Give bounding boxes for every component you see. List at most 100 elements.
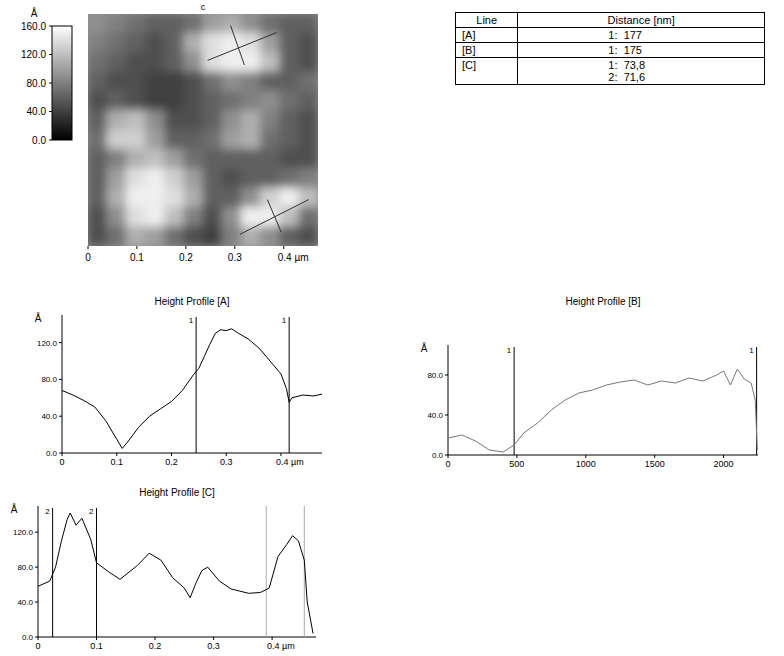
panel-title: Height Profile [C] [139, 487, 215, 498]
cell [183, 52, 203, 72]
cell [298, 149, 318, 169]
column-head: Distance [nm] [518, 13, 765, 28]
tick [49, 54, 52, 55]
cell [145, 188, 165, 208]
cell [241, 91, 261, 111]
tick-label: 0.3 [220, 457, 233, 467]
tick-label: 0.3 [207, 641, 220, 651]
cell [260, 72, 280, 92]
cell [164, 207, 184, 227]
marker-label: 1 [282, 316, 287, 325]
marker-label: 2 [45, 507, 50, 516]
cell [164, 188, 184, 208]
cell [260, 33, 280, 53]
cell [260, 226, 280, 246]
cell [88, 188, 108, 208]
x-axis [38, 637, 316, 638]
line-name: [C] [456, 58, 518, 85]
cell [88, 168, 108, 188]
tick [38, 637, 39, 640]
cell [279, 110, 299, 130]
cell [183, 72, 203, 92]
profile-line [38, 513, 313, 634]
cell [241, 168, 261, 188]
cell [88, 110, 108, 130]
tick-label: 0.3 [228, 252, 242, 263]
tick [35, 532, 38, 533]
plot-area [62, 317, 322, 453]
cell [222, 188, 242, 208]
cell [126, 168, 146, 188]
tick [448, 455, 449, 458]
tick-label: 1500 [645, 459, 665, 469]
distance: 2: 71,6 [608, 71, 758, 83]
cell [241, 207, 261, 227]
cell [88, 207, 108, 227]
cell [107, 168, 127, 188]
tick-label: 0 [35, 641, 40, 651]
cell [183, 207, 203, 227]
tick-label: 40.0 [427, 411, 443, 420]
profile-line [448, 369, 757, 452]
cell [107, 91, 127, 111]
tick [88, 246, 89, 249]
cell [298, 168, 318, 188]
cell [145, 52, 165, 72]
tick [280, 453, 281, 456]
profile-line [62, 329, 322, 449]
cell [145, 226, 165, 246]
cell [164, 149, 184, 169]
cell [260, 207, 280, 227]
cell [164, 168, 184, 188]
tick-label: 120.0 [37, 339, 58, 348]
tick-label: 40.0 [27, 106, 47, 117]
color-bar-label: Å [31, 7, 38, 19]
cell [126, 33, 146, 53]
cell [241, 110, 261, 130]
figure: c00.10.20.30.4 µm0.040.080.0120.0160.0ÅH… [0, 0, 784, 656]
tick [35, 602, 38, 603]
cell [126, 226, 146, 246]
cell [260, 110, 280, 130]
tick [272, 637, 273, 640]
tick-label: 0.1 [130, 252, 144, 263]
cell [279, 14, 299, 34]
tick [171, 453, 172, 456]
cell [260, 91, 280, 111]
cell [88, 14, 108, 34]
tick-label: 0.1 [90, 641, 103, 651]
marker-line [289, 317, 290, 453]
cell [126, 14, 146, 34]
cell [279, 149, 299, 169]
cell [203, 188, 223, 208]
cell [260, 130, 280, 150]
tick [516, 455, 517, 458]
axis-title: Å [11, 503, 18, 515]
y-axis [62, 315, 63, 453]
cell [241, 130, 261, 150]
tick-label: 1000 [576, 459, 596, 469]
x-axis [448, 455, 758, 456]
cell [298, 110, 318, 130]
page: {"chart_data": [ {"type": "heatmap", "ti… [0, 0, 784, 656]
tick-label: 0.4 µm [267, 641, 295, 651]
cell [298, 52, 318, 72]
tick [155, 637, 156, 640]
tick [49, 111, 52, 112]
cell [88, 91, 108, 111]
row: [B]1: 175 [456, 43, 765, 58]
tick [35, 567, 38, 568]
tick [226, 453, 227, 456]
tick [59, 342, 62, 343]
tick [585, 455, 586, 458]
cell [126, 91, 146, 111]
cell [298, 130, 318, 150]
tick-label: 0 [445, 459, 450, 469]
cell [298, 14, 318, 34]
cell [164, 52, 184, 72]
cell [222, 130, 242, 150]
cell [183, 188, 203, 208]
tick-label: 0.1 [110, 457, 123, 467]
cell [126, 149, 146, 169]
image-clip [88, 14, 318, 246]
